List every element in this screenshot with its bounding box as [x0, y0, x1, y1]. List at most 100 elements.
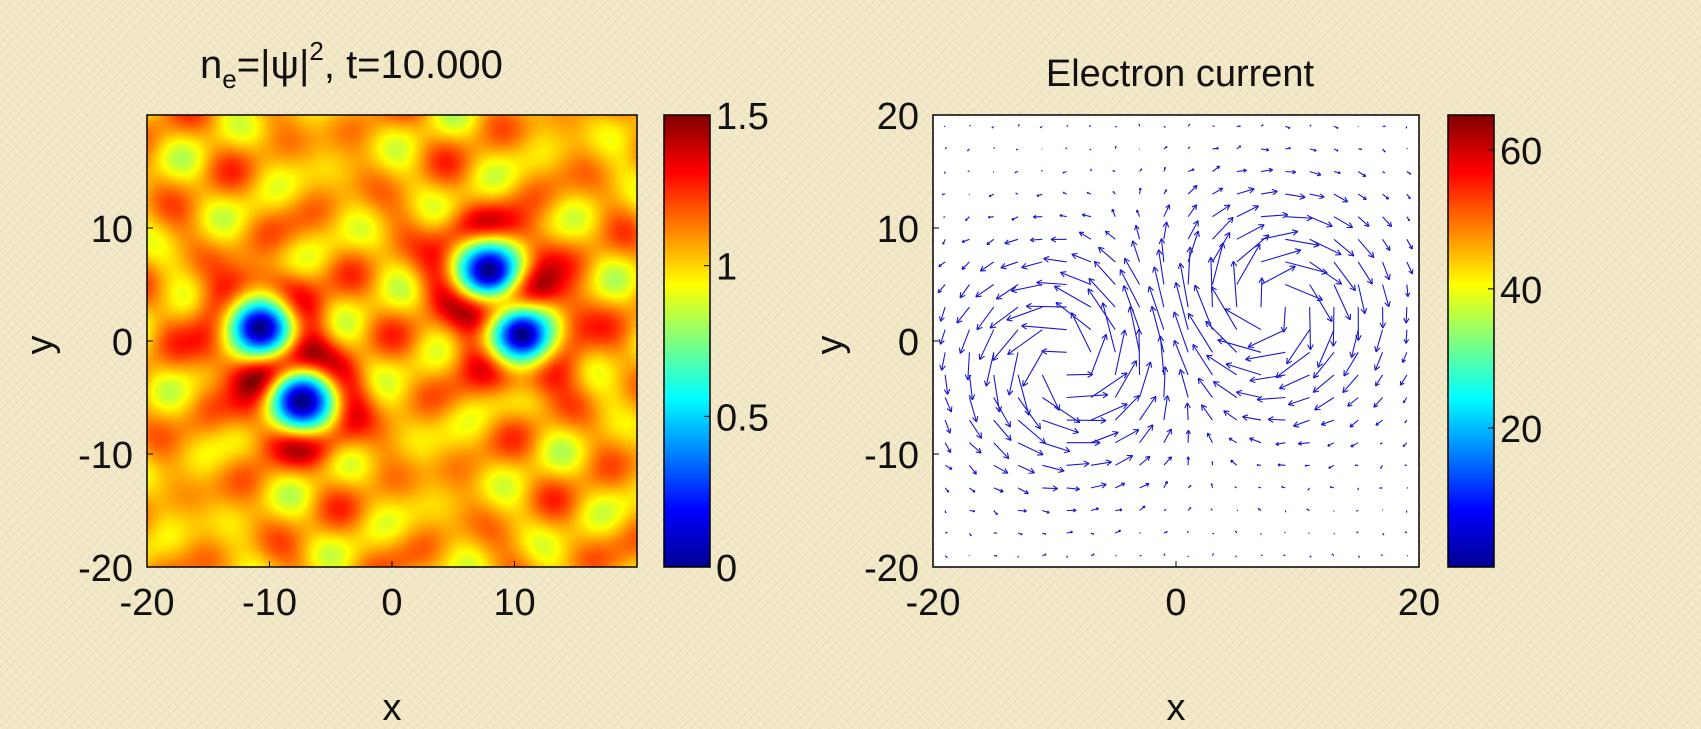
current-arrow: [993, 419, 1012, 441]
current-arrowhead: [1225, 363, 1231, 369]
current-arrowhead: [1092, 533, 1095, 535]
current-arrow: [1298, 442, 1310, 445]
current-arrowhead: [1197, 230, 1200, 238]
current-arrowhead: [1154, 396, 1157, 403]
current-arrowhead: [1044, 532, 1047, 535]
current-arrowhead: [1132, 240, 1138, 246]
current-arrow: [944, 464, 953, 470]
current-arrowhead: [1266, 148, 1270, 151]
current-arrow: [1406, 261, 1413, 275]
current-arrowhead: [1330, 340, 1334, 347]
current-arrowhead: [1405, 318, 1410, 324]
current-arrowhead: [939, 316, 942, 322]
current-arrowhead: [1307, 344, 1311, 351]
current-arrowhead: [972, 472, 977, 475]
current-arrow: [1187, 185, 1198, 195]
current-arrowhead: [1314, 148, 1317, 152]
current-arrowhead: [1351, 352, 1356, 358]
current-arrow: [1245, 351, 1286, 360]
current-arrow: [1285, 170, 1296, 173]
current-arrow: [1042, 419, 1079, 434]
current-arrow: [1163, 395, 1169, 421]
current-arrowhead: [1034, 425, 1041, 430]
current-arrowhead: [1336, 149, 1339, 152]
current-arrowhead: [1249, 376, 1255, 382]
current-arrow: [1236, 188, 1255, 195]
current-arrow: [1405, 307, 1408, 324]
current-arrowhead: [1374, 364, 1376, 371]
density-colorbar-ticks: 0 0.5 1 1.5: [704, 96, 769, 590]
current-arrow: [1042, 397, 1081, 424]
current-arrow: [1321, 419, 1335, 426]
current-arrowhead: [1269, 169, 1274, 173]
current-arrow: [1210, 257, 1213, 308]
current-arrowhead: [1054, 406, 1060, 411]
current-arrowhead: [1225, 362, 1232, 365]
current-arrowhead: [1072, 508, 1077, 511]
current-arrow: [1206, 354, 1238, 376]
current-arrowhead: [1149, 361, 1153, 368]
current-arrowhead: [959, 294, 966, 299]
current-arrowhead: [1230, 459, 1233, 463]
current-arrowhead: [971, 394, 976, 401]
density-ytick-label: 10: [91, 209, 133, 251]
current-arrowhead: [1368, 254, 1375, 259]
current-arrow: [1129, 306, 1141, 353]
current-arrowhead: [1363, 224, 1370, 228]
current-arrowhead: [950, 406, 953, 412]
current-arrowhead: [943, 389, 949, 395]
current-arrow: [995, 284, 1019, 300]
current-arrowhead: [1179, 368, 1185, 374]
current-arrow: [944, 442, 952, 453]
current-arrowhead: [1218, 242, 1224, 248]
current-arrowhead: [1147, 286, 1150, 293]
current-arrowhead: [1025, 302, 1032, 307]
current-arrow: [1163, 428, 1172, 443]
density-title: ne=|ψ|2, t=10.000: [200, 36, 503, 94]
current-arrow: [1114, 329, 1126, 376]
current-arrowhead: [1025, 305, 1032, 310]
current-arrowhead: [1164, 366, 1169, 373]
current-arrowhead: [1112, 170, 1114, 172]
current-arrowhead: [1158, 238, 1162, 245]
current-arrowhead: [1299, 196, 1306, 200]
current-arrowhead: [1405, 339, 1410, 344]
current-arrow: [1249, 374, 1286, 382]
current-arrowhead: [1053, 285, 1058, 292]
current-arrow: [1017, 464, 1035, 474]
current-arrowhead: [1405, 292, 1409, 298]
current-arrowhead: [1336, 126, 1339, 129]
current-arrowhead: [1129, 455, 1134, 461]
current-arrowhead: [1102, 394, 1109, 399]
current-arrowhead: [1364, 307, 1368, 314]
current-arrow: [1111, 209, 1116, 217]
current-arrow: [1132, 240, 1141, 263]
current-arrow: [1187, 230, 1199, 263]
current-arrow: [1088, 277, 1116, 308]
current-arrowhead: [1408, 270, 1413, 275]
current-arrowhead: [1247, 341, 1253, 348]
density-xtick-label: -20: [120, 582, 175, 624]
current-arrowhead: [1326, 225, 1333, 228]
current-arrowhead: [1178, 369, 1181, 376]
current-arrowhead: [1123, 285, 1129, 290]
current-arrow: [993, 374, 1001, 413]
current-arrowhead: [1006, 452, 1010, 459]
current-arrowhead: [1123, 403, 1128, 410]
current-arrowhead: [1070, 530, 1073, 533]
current-arrow: [992, 329, 1019, 361]
current-arrowhead: [1388, 273, 1391, 280]
current-arrowhead: [958, 347, 961, 354]
current-arrowhead: [1217, 338, 1224, 341]
current-arrow: [959, 284, 970, 299]
current-arrowhead: [1135, 328, 1140, 335]
current-arrow: [1153, 266, 1165, 308]
current-arrowhead: [1347, 254, 1355, 257]
current-arrowhead: [1193, 230, 1199, 236]
current-arrow: [968, 397, 978, 422]
density-cbar-label: 1.5: [716, 96, 769, 138]
current-arrowhead: [1112, 430, 1119, 433]
current-arrowhead: [1134, 225, 1137, 231]
current-arrowhead: [1328, 221, 1333, 227]
current-arrow: [1309, 307, 1312, 350]
